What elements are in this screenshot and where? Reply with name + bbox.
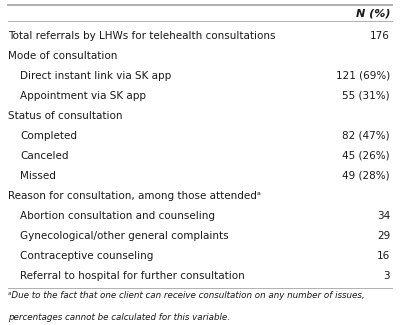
Text: Canceled: Canceled <box>20 151 68 161</box>
Text: 34: 34 <box>377 211 390 221</box>
Text: Total referrals by LHWs for telehealth consultations: Total referrals by LHWs for telehealth c… <box>8 31 276 41</box>
Text: Reason for consultation, among those attendedᵃ: Reason for consultation, among those att… <box>8 191 261 201</box>
Text: Completed: Completed <box>20 131 77 141</box>
Text: Mode of consultation: Mode of consultation <box>8 51 117 61</box>
Text: percentages cannot be calculated for this variable.: percentages cannot be calculated for thi… <box>8 313 230 322</box>
Text: Missed: Missed <box>20 171 56 181</box>
Text: Gynecological/other general complaints: Gynecological/other general complaints <box>20 231 229 241</box>
Text: 45 (26%): 45 (26%) <box>342 151 390 161</box>
Text: 55 (31%): 55 (31%) <box>342 91 390 101</box>
Text: ᵃDue to the fact that one client can receive consultation on any number of issue: ᵃDue to the fact that one client can rec… <box>8 291 365 300</box>
Text: 29: 29 <box>377 231 390 241</box>
Text: Appointment via SK app: Appointment via SK app <box>20 91 146 101</box>
Text: Status of consultation: Status of consultation <box>8 111 122 121</box>
Text: N (%): N (%) <box>356 9 390 19</box>
Text: Referral to hospital for further consultation: Referral to hospital for further consult… <box>20 271 245 281</box>
Text: Abortion consultation and counseling: Abortion consultation and counseling <box>20 211 215 221</box>
Text: 16: 16 <box>377 251 390 261</box>
Text: 82 (47%): 82 (47%) <box>342 131 390 141</box>
Text: 176: 176 <box>370 31 390 41</box>
Text: 121 (69%): 121 (69%) <box>336 71 390 81</box>
Text: 3: 3 <box>383 271 390 281</box>
Text: Direct instant link via SK app: Direct instant link via SK app <box>20 71 171 81</box>
Text: 49 (28%): 49 (28%) <box>342 171 390 181</box>
Text: Contraceptive counseling: Contraceptive counseling <box>20 251 153 261</box>
